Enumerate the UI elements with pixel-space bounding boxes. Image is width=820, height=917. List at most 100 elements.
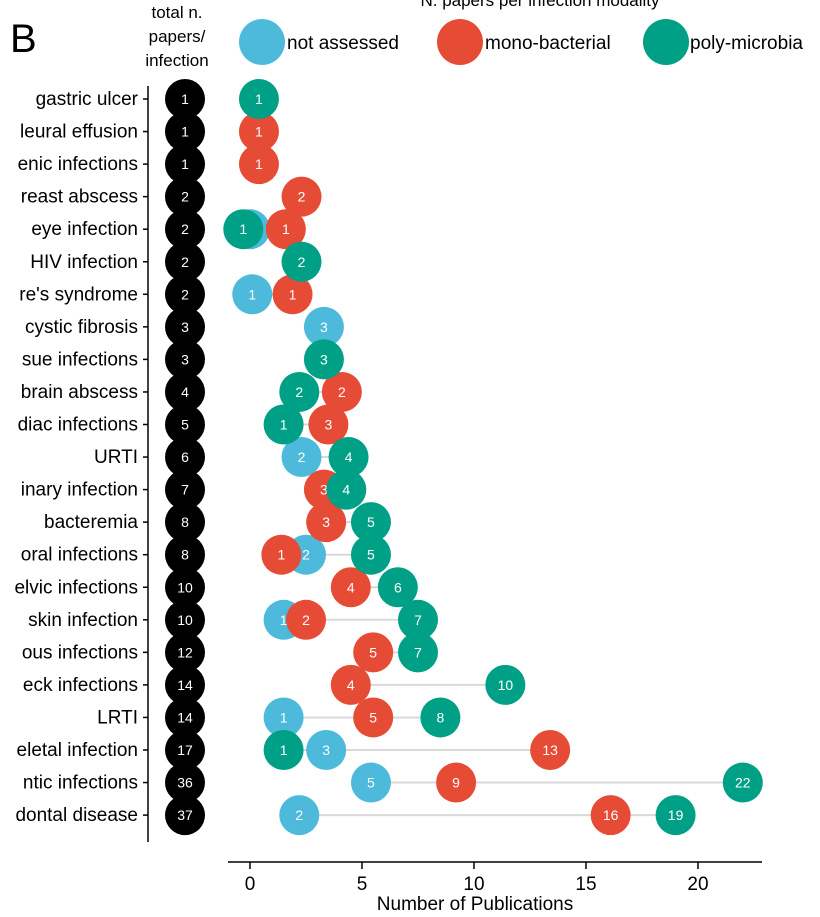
data-point-label: 3: [322, 742, 330, 758]
category-label: enic infections: [18, 154, 138, 175]
total-count-circle: [165, 371, 205, 412]
total-count-circle: [165, 599, 205, 640]
total-count-label: 1: [181, 124, 189, 140]
data-point-label: 4: [342, 482, 350, 498]
category-label: eye infection: [31, 219, 138, 240]
total-count-label: 10: [177, 579, 193, 595]
total-count-label: 2: [181, 221, 189, 237]
data-point: [281, 176, 322, 217]
data-point: [279, 371, 320, 412]
total-count-label: 8: [181, 547, 189, 563]
legend-label: not assessed: [287, 33, 399, 54]
total-count-circle: [165, 469, 205, 510]
data-point: [485, 664, 526, 705]
data-point: [330, 567, 371, 608]
data-point: [263, 730, 304, 770]
legend-swatch: [643, 19, 689, 65]
total-count-label: 3: [181, 319, 189, 335]
data-point-label: 13: [542, 742, 558, 758]
category-row: LRTI 14: [97, 697, 441, 738]
data-point-label: 2: [302, 612, 310, 628]
total-count-label: 1: [181, 91, 189, 107]
data-point: [308, 404, 349, 445]
x-tick-label: 15: [575, 874, 596, 895]
data-point: [238, 79, 279, 119]
data-point-label: 2: [298, 254, 306, 270]
count-title-line: infection: [145, 51, 208, 70]
data-point: [306, 730, 347, 770]
total-count-circle: [165, 111, 205, 152]
category-label: sue infections: [22, 349, 138, 370]
category-row: bacteremia 8: [44, 502, 371, 543]
data-point: [353, 697, 394, 738]
data-point-label: 1: [280, 742, 288, 758]
data-point-label: 4: [347, 579, 355, 595]
total-count-label: 5: [181, 417, 189, 433]
count-title-line: papers/: [149, 27, 206, 46]
category-label: URTI: [94, 447, 138, 468]
x-tick-label: 0: [245, 874, 256, 895]
total-count-circle: [165, 274, 205, 315]
category-label: brain abscess: [21, 382, 138, 403]
data-point-label: 7: [414, 612, 422, 628]
data-point-label: 3: [320, 319, 328, 335]
data-point: [655, 795, 696, 836]
legend-swatch: [437, 19, 483, 65]
data-point-label: 2: [302, 547, 310, 563]
total-count-circle: [165, 339, 205, 380]
legend: not assessed mono-bacterial poly-microbia: [239, 19, 803, 65]
data-point: [330, 664, 371, 705]
data-point-label: 7: [414, 644, 422, 660]
category-row: reast abscess 2: [21, 176, 205, 217]
total-count-circle: [165, 534, 205, 575]
total-count-circle: [165, 567, 205, 608]
total-count-label: 1: [181, 156, 189, 172]
data-point-label: 19: [668, 807, 684, 823]
count-title-line: total n.: [151, 3, 202, 22]
data-point: [328, 437, 369, 478]
total-count-circle: [165, 306, 205, 347]
data-point-label: 6: [394, 579, 402, 595]
total-count-label: 2: [181, 286, 189, 302]
data-point-label: 2: [295, 384, 303, 400]
data-point-label: 9: [452, 775, 460, 791]
category-row: ous infections 12: [22, 632, 418, 673]
data-point-label: 3: [320, 482, 328, 498]
data-point-label: 1: [277, 547, 285, 563]
x-axis-title: Number of Publications: [377, 894, 573, 915]
total-count-circle: [165, 404, 205, 445]
data-point: [238, 111, 279, 152]
data-point: [303, 306, 344, 347]
category-label: leural effusion: [20, 122, 138, 143]
category-row: re's syndrome 2: [19, 274, 293, 315]
data-point: [279, 795, 320, 836]
data-point-label: 5: [369, 709, 377, 725]
data-point-label: 3: [320, 351, 328, 367]
total-count-label: 2: [181, 254, 189, 270]
category-row: eye infection 2: [31, 209, 286, 250]
data-point: [321, 371, 362, 412]
category-label: skin infection: [28, 610, 138, 631]
total-count-label: 37: [177, 807, 193, 823]
total-count-label: 7: [181, 482, 189, 498]
total-count-label: 17: [177, 742, 193, 758]
total-count-label: 4: [181, 384, 189, 400]
data-point-label: 2: [338, 384, 346, 400]
data-point: [590, 795, 631, 836]
data-point-label: 3: [325, 417, 333, 433]
data-point: [261, 534, 302, 575]
category-row: brain abscess 4: [21, 371, 342, 412]
total-count-label: 36: [177, 775, 193, 791]
category-row: ntic infections 36: [23, 762, 743, 803]
data-point-label: 16: [603, 807, 619, 823]
data-point-label: 1: [239, 221, 247, 237]
data-point-label: 5: [369, 644, 377, 660]
legend-label: mono-bacterial: [485, 33, 611, 54]
total-count-circle: [165, 437, 205, 478]
data-point-label: 5: [367, 514, 375, 530]
data-point-label: 1: [280, 417, 288, 433]
data-point: [303, 339, 344, 380]
category-label: cystic fibrosis: [25, 317, 138, 338]
total-count-label: 14: [177, 677, 193, 693]
